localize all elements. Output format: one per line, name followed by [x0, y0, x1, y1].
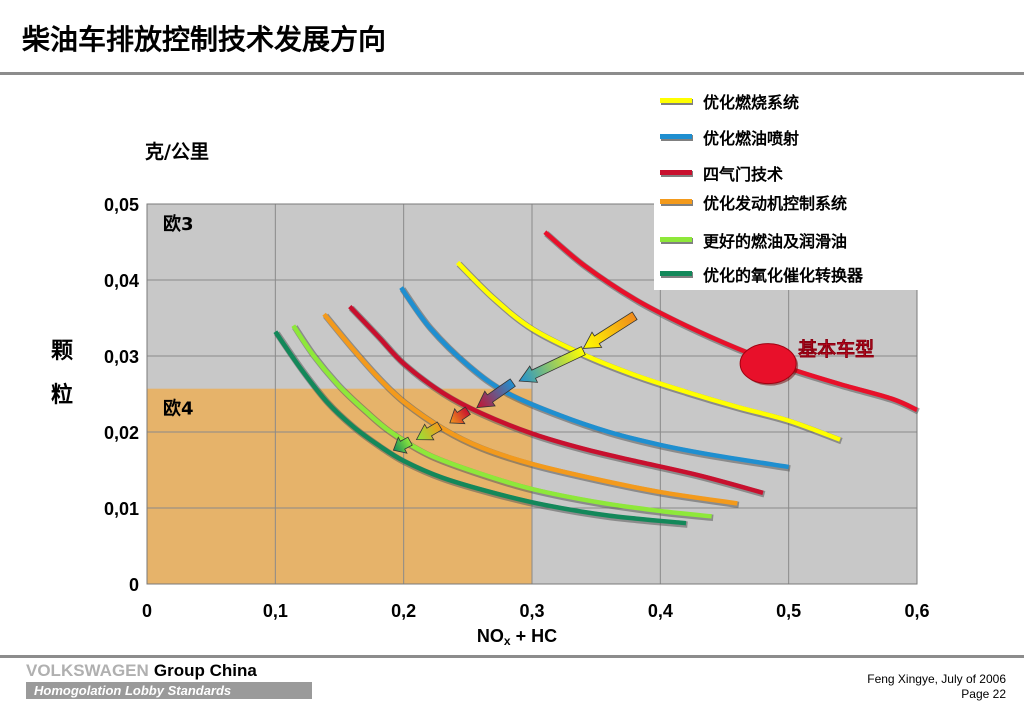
- x-tick-label: 0,6: [904, 601, 929, 621]
- series-line-base: [543, 230, 918, 413]
- y-tick-label: 0: [129, 575, 139, 595]
- base-point-marker: [739, 343, 797, 385]
- footer-subtitle: Homogolation Lobby Standards: [26, 682, 312, 699]
- x-tick-label: 0,2: [391, 601, 416, 621]
- legend-label: 优化燃烧系统: [703, 93, 799, 112]
- series-line-5: [291, 324, 712, 519]
- base-point-label: 基本车型: [797, 338, 874, 361]
- region-label: 欧4: [163, 398, 194, 420]
- brand-group-china: Group China: [153, 661, 257, 680]
- footer-author-info: Feng Xingye, July of 2006 Page 22: [867, 672, 1006, 702]
- region-label: 欧3: [163, 213, 194, 235]
- legend-label: 优化的氧化催化转换器: [703, 266, 864, 285]
- legend-swatch: [660, 98, 692, 103]
- improvement-arrow: [449, 406, 471, 425]
- x-tick-label: 0,3: [519, 601, 544, 621]
- legend-label: 更好的燃油及润滑油: [703, 232, 847, 251]
- legend-swatch: [660, 134, 692, 139]
- series-line-2: [399, 286, 790, 470]
- y-tick-label: 0,01: [104, 499, 139, 519]
- y-axis-label: 粒: [51, 382, 73, 408]
- footer-author: Feng Xingye, July of 2006: [867, 672, 1006, 686]
- x-tick-label: 0,5: [776, 601, 801, 621]
- legend-label: 优化燃油喷射: [703, 129, 799, 148]
- plot-frame: [146, 203, 918, 585]
- y-tick-label: 0,02: [104, 423, 139, 443]
- x-tick-label: 0,1: [263, 601, 288, 621]
- y-axis-unit: 克/公里: [145, 140, 209, 163]
- header-divider: [0, 72, 1024, 75]
- footer-page: Page 22: [961, 687, 1006, 701]
- legend-swatch: [660, 170, 692, 175]
- legend-swatch: [660, 271, 692, 276]
- y-tick-label: 0,03: [104, 347, 139, 367]
- series-line-1: [455, 260, 841, 442]
- legend-box: [654, 86, 924, 290]
- y-tick-label: 0,05: [104, 195, 139, 215]
- footer-logo: VOLKSWAGEN Group China Homogolation Lobb…: [26, 661, 316, 699]
- legend-swatch: [660, 199, 692, 204]
- legend-swatch: [660, 237, 692, 242]
- x-axis-label: NOx + HC: [477, 626, 557, 648]
- x-tick-label: 0: [142, 601, 152, 621]
- series-line-4: [322, 312, 738, 506]
- improvement-arrow: [415, 421, 443, 441]
- improvement-arrow: [582, 311, 638, 349]
- y-axis-label: 颗: [51, 339, 73, 364]
- footer-divider: [0, 655, 1024, 658]
- improvement-arrow: [392, 436, 413, 454]
- x-tick-label: 0,4: [648, 601, 673, 621]
- y-tick-label: 0,04: [104, 271, 139, 291]
- brand-volkswagen: VOLKSWAGEN: [26, 661, 149, 680]
- legend-label: 四气门技术: [703, 165, 783, 184]
- legend-label: 优化发动机控制系统: [703, 194, 847, 213]
- improvement-arrow: [518, 346, 586, 383]
- series-line-3: [348, 305, 764, 495]
- page-title: 柴油车排放控制技术发展方向: [22, 23, 387, 56]
- series-line-6: [273, 330, 687, 526]
- improvement-arrow: [476, 378, 516, 409]
